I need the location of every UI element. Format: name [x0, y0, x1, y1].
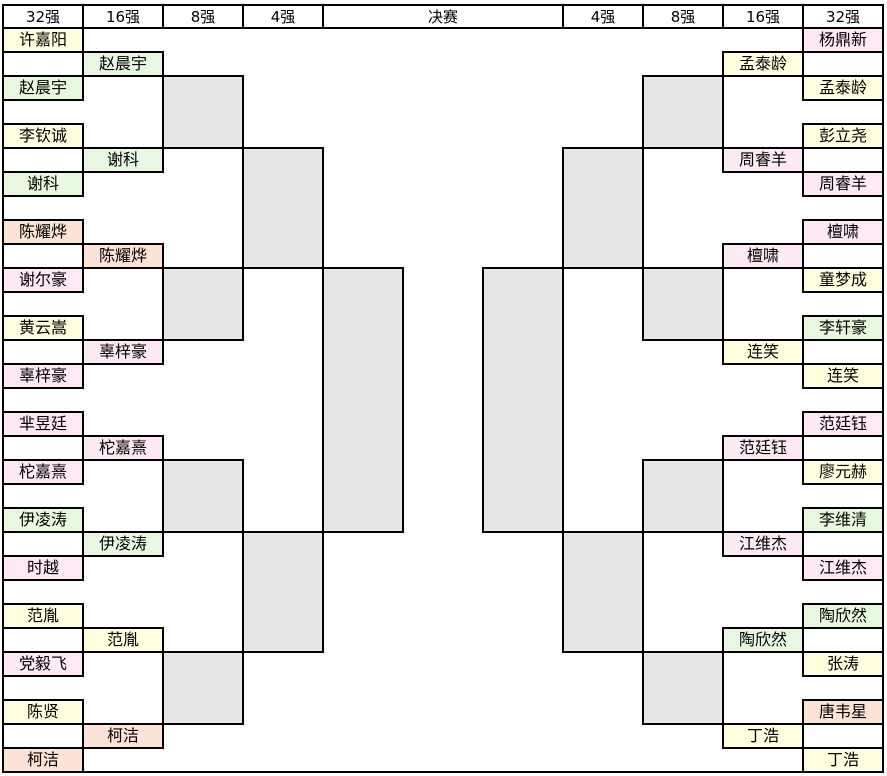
player-cell[interactable]: 谢科	[2, 171, 84, 197]
player-cell[interactable]: 伊凌涛	[2, 507, 84, 533]
player-cell[interactable]: 檀啸	[802, 219, 884, 245]
player-cell[interactable]: 连笑	[802, 363, 884, 389]
header-left-round: 4强	[242, 4, 324, 29]
header-final: 决赛	[322, 4, 564, 29]
player-cell[interactable]: 张涛	[802, 651, 884, 677]
player-cell[interactable]: 陈耀烨	[2, 219, 84, 245]
player-cell[interactable]: 党毅飞	[2, 651, 84, 677]
quarterfinal-slot-right	[642, 75, 724, 149]
player-cell[interactable]: 丁浩	[802, 747, 884, 773]
player-cell[interactable]: 江维杰	[722, 531, 804, 557]
player-cell[interactable]: 许嘉阳	[2, 27, 84, 53]
player-cell[interactable]: 陈耀烨	[82, 243, 164, 269]
header-left-round: 16强	[82, 4, 164, 29]
player-cell[interactable]: 柯洁	[2, 747, 84, 773]
quarterfinal-slot-right	[642, 651, 724, 725]
header-right-round: 8强	[642, 4, 724, 29]
header-right-round: 4强	[562, 4, 644, 29]
player-cell[interactable]: 檀啸	[722, 243, 804, 269]
player-cell[interactable]: 彭立尧	[802, 123, 884, 149]
player-cell[interactable]: 陶欣然	[722, 627, 804, 653]
player-cell[interactable]: 丁浩	[722, 723, 804, 749]
player-cell[interactable]: 范廷钰	[802, 411, 884, 437]
player-cell[interactable]: 辜梓豪	[82, 339, 164, 365]
quarterfinal-slot-left	[162, 651, 244, 725]
player-cell[interactable]: 连笑	[722, 339, 804, 365]
semifinal-slot-right	[562, 531, 644, 653]
player-cell[interactable]: 柯洁	[82, 723, 164, 749]
quarterfinal-slot-left	[162, 459, 244, 533]
semifinal-slot-left	[242, 531, 324, 653]
player-cell[interactable]: 李钦诚	[2, 123, 84, 149]
player-cell[interactable]: 陈贤	[2, 699, 84, 725]
player-cell[interactable]: 赵晨宇	[82, 51, 164, 77]
player-cell[interactable]: 陶欣然	[802, 603, 884, 629]
player-cell[interactable]: 唐韦星	[802, 699, 884, 725]
player-cell[interactable]: 赵晨宇	[2, 75, 84, 101]
semifinal-slot-right	[562, 147, 644, 269]
player-cell[interactable]: 杨鼎新	[802, 27, 884, 53]
player-cell[interactable]: 范胤	[82, 627, 164, 653]
header-right-round: 16强	[722, 4, 804, 29]
quarterfinal-slot-left	[162, 75, 244, 149]
player-cell[interactable]: 时越	[2, 555, 84, 581]
header-left-round: 8强	[162, 4, 244, 29]
player-cell[interactable]: 黄云嵩	[2, 315, 84, 341]
bracket-frame	[2, 4, 884, 773]
player-cell[interactable]: 伊凌涛	[82, 531, 164, 557]
player-cell[interactable]: 谢科	[82, 147, 164, 173]
player-cell[interactable]: 辜梓豪	[2, 363, 84, 389]
player-cell[interactable]: 孟泰龄	[802, 75, 884, 101]
semifinal-slot-left	[242, 147, 324, 269]
quarterfinal-slot-left	[162, 267, 244, 341]
player-cell[interactable]: 谢尔豪	[2, 267, 84, 293]
quarterfinal-slot-right	[642, 459, 724, 533]
player-cell[interactable]: 李轩豪	[802, 315, 884, 341]
player-cell[interactable]: 范胤	[2, 603, 84, 629]
header-left-round: 32强	[2, 4, 84, 29]
quarterfinal-slot-right	[642, 267, 724, 341]
player-cell[interactable]: 柁嘉熹	[82, 435, 164, 461]
player-cell[interactable]: 童梦成	[802, 267, 884, 293]
player-cell[interactable]: 周睿羊	[722, 147, 804, 173]
final-slot-right	[482, 267, 564, 533]
player-cell[interactable]: 范廷钰	[722, 435, 804, 461]
player-cell[interactable]: 柁嘉熹	[2, 459, 84, 485]
player-cell[interactable]: 芈昱廷	[2, 411, 84, 437]
player-cell[interactable]: 孟泰龄	[722, 51, 804, 77]
player-cell[interactable]: 江维杰	[802, 555, 884, 581]
player-cell[interactable]: 周睿羊	[802, 171, 884, 197]
header-right-round: 32强	[802, 4, 884, 29]
player-cell[interactable]: 廖元赫	[802, 459, 884, 485]
final-slot-left	[322, 267, 404, 533]
player-cell[interactable]: 李维清	[802, 507, 884, 533]
